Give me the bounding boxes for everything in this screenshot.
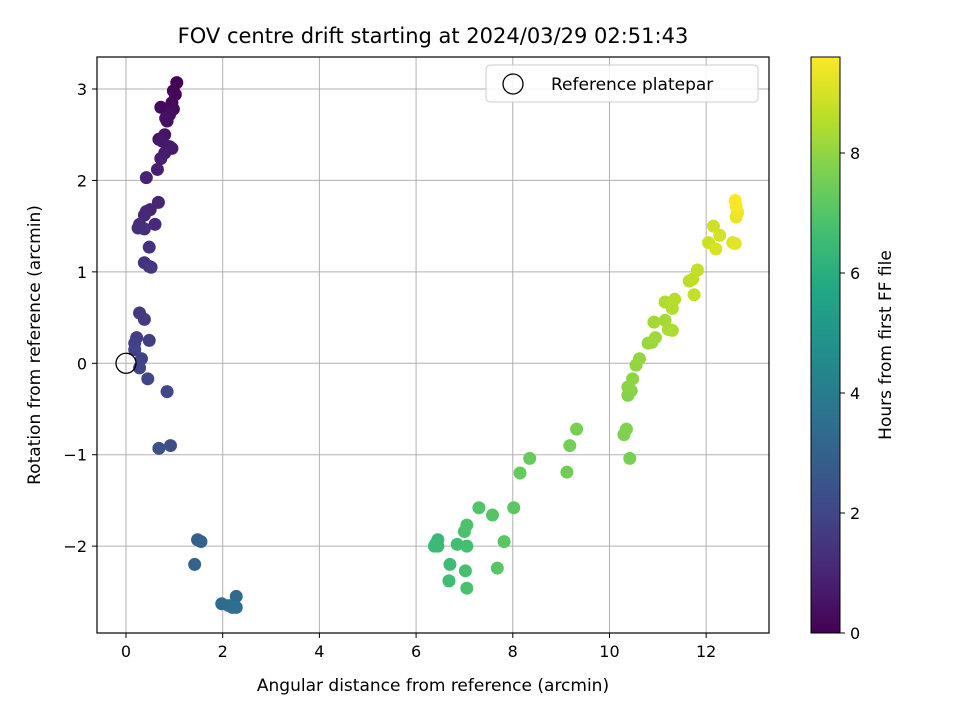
data-point [460, 539, 474, 553]
data-point [632, 352, 646, 366]
data-point [665, 323, 679, 337]
reference-platepar-marker [115, 352, 137, 374]
reference-marker [115, 352, 137, 374]
data-point [154, 100, 168, 114]
data-point [507, 501, 521, 515]
chart-title: FOV centre drift starting at 2024/03/29 … [178, 24, 689, 48]
data-point [513, 466, 527, 480]
data-point [137, 312, 151, 326]
data-point [687, 288, 701, 302]
colorbar: 0 2 4 6 8 Hours from first FF file [810, 56, 896, 643]
data-point [713, 228, 727, 242]
data-point [706, 219, 720, 233]
data-point [460, 518, 474, 532]
legend-marker-icon [502, 73, 524, 95]
data-point [728, 194, 742, 208]
data-point [194, 535, 208, 549]
data-point [229, 589, 243, 603]
data-point [152, 441, 166, 455]
y-tick-label: 3 [77, 80, 87, 99]
data-point [188, 557, 202, 571]
colorbar-tick-label: 2 [850, 504, 860, 523]
x-tick-label: 8 [508, 642, 518, 661]
x-tick-label: 4 [314, 642, 324, 661]
x-tick-label: 2 [218, 642, 228, 661]
data-point [485, 508, 499, 522]
data-point [472, 501, 486, 515]
data-point [160, 385, 174, 399]
data-point [450, 537, 464, 551]
data-point [668, 292, 682, 306]
data-point [142, 240, 156, 254]
data-point [728, 237, 742, 251]
data-point [154, 151, 168, 165]
x-axis-ticks: 0 2 4 6 8 10 12 [121, 633, 716, 661]
data-point [159, 111, 173, 125]
colorbar-tick-label: 6 [850, 264, 860, 283]
data-point [619, 422, 633, 436]
data-point [690, 263, 704, 277]
data-point [163, 439, 177, 453]
y-tick-label: 2 [77, 171, 87, 190]
colorbar-ticks: 0 2 4 6 8 [840, 144, 860, 643]
y-axis-label: Rotation from reference (arcmin) [25, 205, 45, 485]
x-tick-label: 12 [696, 642, 716, 661]
legend-entry-reference: Reference platepar [551, 75, 713, 95]
x-tick-label: 0 [121, 642, 131, 661]
data-point [560, 465, 574, 479]
data-point [442, 574, 456, 588]
data-point [139, 171, 153, 185]
y-tick-label: 0 [77, 354, 87, 373]
data-point [648, 331, 662, 345]
data-point [460, 581, 474, 595]
data-point [570, 422, 584, 436]
data-point [128, 343, 142, 357]
legend-box [485, 64, 759, 103]
colorbar-tick-label: 8 [850, 144, 860, 163]
data-point [148, 217, 162, 231]
colorbar-tick-label: 0 [850, 624, 860, 643]
y-tick-label: −2 [63, 537, 87, 556]
data-point [626, 372, 640, 386]
plot-frame [96, 56, 770, 634]
y-axis-ticks: −2 −1 0 1 2 3 [63, 80, 97, 556]
x-tick-label: 6 [411, 642, 421, 661]
x-axis-label: Angular distance from reference (arcmin) [257, 676, 609, 696]
y-tick-label: −1 [63, 446, 87, 465]
y-tick-label: 1 [77, 263, 87, 282]
data-point [427, 539, 441, 553]
data-point [144, 260, 158, 274]
colorbar-label: Hours from first FF file [876, 250, 896, 440]
data-point [137, 222, 151, 236]
data-point [142, 333, 156, 347]
data-point [443, 557, 457, 571]
data-point [563, 439, 577, 453]
data-point [458, 564, 472, 578]
colorbar-gradient [810, 56, 841, 634]
data-points [128, 76, 745, 614]
data-point [497, 535, 511, 549]
data-point [523, 451, 537, 465]
data-point [647, 315, 661, 329]
data-point [229, 600, 243, 614]
data-point [623, 451, 637, 465]
data-point [490, 561, 504, 575]
x-tick-label: 10 [599, 642, 619, 661]
data-point [709, 242, 723, 256]
colorbar-tick-label: 4 [850, 384, 860, 403]
data-point [141, 372, 155, 386]
legend: Reference platepar [485, 64, 759, 103]
data-point [150, 162, 164, 176]
